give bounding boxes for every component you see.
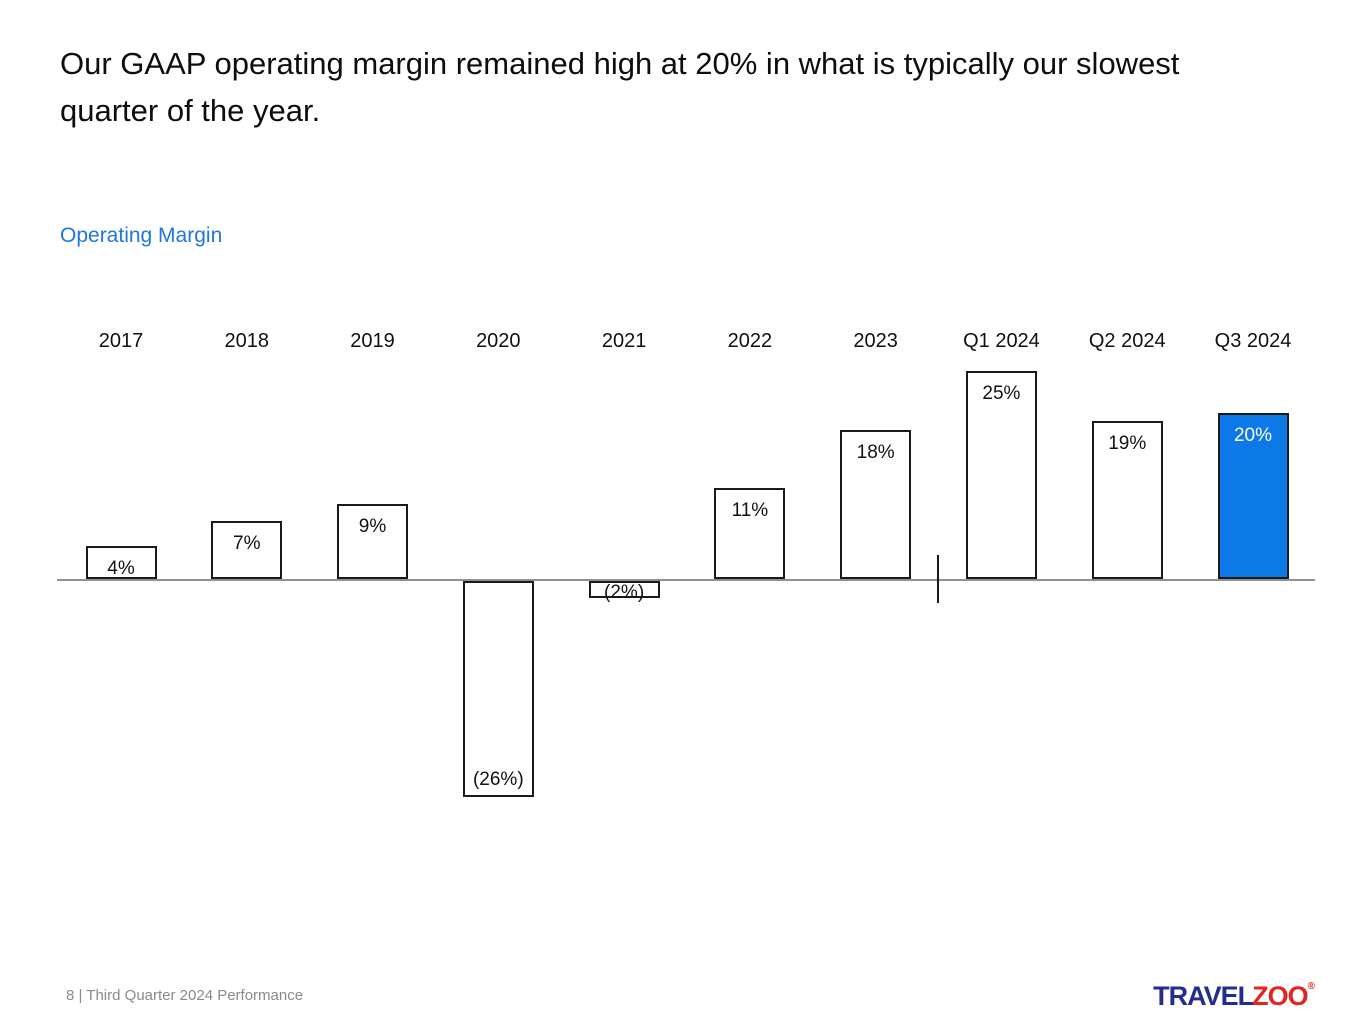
bar-2021	[588, 581, 660, 598]
bar-chart: 2017 4% 2018 7% 2019 9% 2020 (26%) 2021 (2%) 2022 1…	[57, 330, 1315, 810]
bar-q2-2024	[1091, 421, 1163, 579]
x-axis-line	[57, 579, 1315, 581]
bar-2017	[85, 546, 157, 579]
annual-quarterly-divider	[937, 555, 939, 603]
slide-footer-page-label: 8 | Third Quarter 2024 Performance	[66, 987, 304, 1004]
bar-2020	[462, 581, 534, 797]
bar-q1-2024	[965, 371, 1037, 579]
category-label: 2017	[98, 330, 144, 352]
value-label: 7%	[233, 533, 261, 554]
value-label: 18%	[856, 442, 895, 463]
category-label: 2020	[476, 330, 521, 352]
bar-2023	[840, 430, 912, 579]
bar-2018	[211, 521, 283, 579]
slide-title: Our GAAP operating margin remained high …	[60, 46, 1180, 128]
category-label: 2021	[601, 330, 647, 352]
category-label: Q3 2024	[1214, 330, 1292, 352]
value-label: 20%	[1233, 425, 1273, 446]
value-label: (26%)	[472, 769, 524, 790]
registered-trademark-icon: ®	[1307, 981, 1315, 992]
category-label: 2023	[853, 330, 898, 352]
category-label: Q2 2024	[1088, 330, 1166, 352]
bar-2019	[337, 504, 409, 579]
value-label: 4%	[107, 558, 135, 579]
logo-zoo-text: ZOO	[1252, 981, 1308, 1011]
chart-title: Operating Margin	[60, 224, 223, 247]
logo-travel-text: TRAVEL	[1153, 981, 1254, 1011]
category-label: 2018	[224, 330, 270, 352]
category-label: 2022	[727, 330, 773, 352]
bar-2022	[714, 488, 786, 579]
value-label: 25%	[982, 383, 1021, 404]
category-label: 2019	[350, 330, 395, 352]
value-label: 19%	[1108, 433, 1147, 454]
value-label: (2%)	[604, 582, 645, 603]
value-label: 11%	[731, 500, 769, 521]
bar-q3-2024	[1217, 413, 1289, 579]
value-label: 9%	[358, 516, 387, 537]
category-label: Q1 2024	[963, 330, 1040, 352]
travelzoo-logo: TRAVELZOO®	[1153, 981, 1315, 1012]
